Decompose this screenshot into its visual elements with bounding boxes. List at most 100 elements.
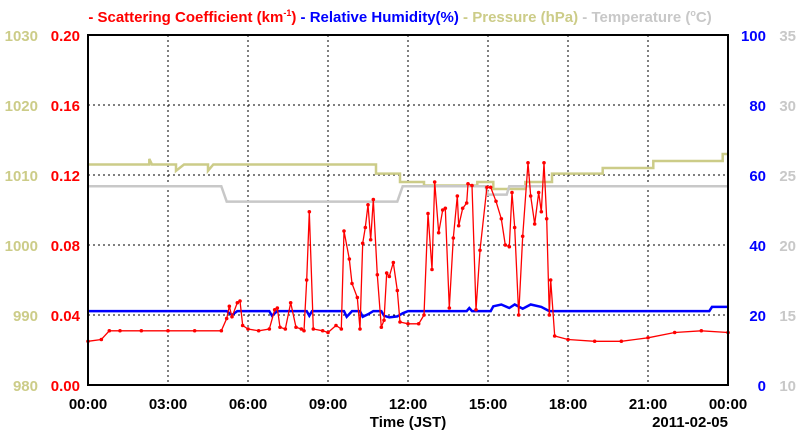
scattering-point <box>539 209 544 214</box>
scattering-point <box>507 244 512 249</box>
series-temperature <box>88 184 728 203</box>
scattering-point <box>288 300 293 305</box>
scattering-point <box>478 248 482 253</box>
scattering-point <box>360 241 365 246</box>
humidity-tick-label: 0 <box>758 378 766 395</box>
scattering-point <box>520 234 525 239</box>
series-scattering-coefficient <box>87 162 729 342</box>
legend: - Scattering Coefficient (km-1) - Relati… <box>88 8 711 26</box>
pressure-tick-label: 1010 <box>5 168 38 185</box>
scattering-point <box>384 271 389 275</box>
ticks: 00:00 03:00 06:00 09:00 12:00 15:00 18:00 21:00… <box>5 28 796 413</box>
scattering-point <box>246 327 250 331</box>
humidity-tick-label: 20 <box>749 308 766 325</box>
humidity-tick-label: 40 <box>749 238 766 255</box>
legend-entry: - Scattering Coefficient (km <box>88 9 283 26</box>
scattering-point <box>275 306 280 310</box>
x-tick-label: 15:00 <box>469 396 507 413</box>
scattering-tick-label: 0.04 <box>51 308 81 325</box>
scattering-point <box>238 299 242 303</box>
scattering-point <box>339 327 344 331</box>
scattering-tick-label: 0.16 <box>51 98 80 115</box>
series-layer <box>86 152 730 344</box>
scattering-point <box>355 295 360 300</box>
scattering-point <box>387 274 392 279</box>
scattering-point <box>371 197 376 202</box>
scattering-point <box>443 206 448 211</box>
scattering-point <box>227 304 232 309</box>
scattering-point <box>456 223 461 228</box>
temperature-tick-label: 15 <box>779 308 796 325</box>
scattering-point <box>455 194 460 198</box>
scattering-point <box>272 307 277 312</box>
humidity-tick-label: 80 <box>749 98 766 115</box>
scattering-point <box>326 330 330 335</box>
legend-text: - Scattering Coefficient (km-1) - Relati… <box>88 8 711 26</box>
scattering-point <box>302 328 306 333</box>
scattering-point <box>542 160 546 165</box>
scattering-point <box>219 328 224 333</box>
scattering-point <box>485 185 489 190</box>
x-tick-label: 00:00 <box>69 396 107 413</box>
scattering-point <box>166 328 170 333</box>
scattering-point <box>436 230 441 235</box>
scattering-point <box>451 236 456 240</box>
x-tick-label: 18:00 <box>549 396 587 413</box>
scattering-point <box>460 206 465 211</box>
scattering-point <box>440 208 445 212</box>
scattering-point <box>375 272 380 277</box>
scattering-point <box>347 257 352 261</box>
scattering-point <box>470 183 474 188</box>
grid <box>88 35 728 385</box>
legend-entry: - Pressure (hPa) <box>459 9 578 26</box>
scattering-point <box>230 314 234 319</box>
scattering-point <box>107 328 112 333</box>
temperature-tick-label: 35 <box>779 28 796 45</box>
scattering-point <box>307 209 312 214</box>
scattering-point <box>224 316 229 321</box>
scattering-point <box>358 327 362 331</box>
scattering-point <box>139 328 144 333</box>
x-tick-label: 00:00 <box>709 396 747 413</box>
scattering-point <box>592 339 597 344</box>
scattering-point <box>278 325 282 330</box>
humidity-tick-label: 100 <box>741 28 766 45</box>
scattering-point <box>532 222 537 226</box>
scattering-point <box>466 181 470 186</box>
pressure-tick-label: 1000 <box>5 238 38 255</box>
scattering-point <box>379 325 384 330</box>
scattering-point <box>447 306 452 310</box>
scattering-point <box>311 327 316 331</box>
scattering-point <box>494 199 498 204</box>
x-tick-label: 12:00 <box>389 396 427 413</box>
temperature-tick-label: 25 <box>779 168 796 185</box>
scattering-point <box>646 335 650 340</box>
scattering-tick-label: 0.20 <box>51 28 80 45</box>
scattering-point <box>544 216 549 221</box>
scattering-point <box>422 313 426 317</box>
scattering-point <box>619 339 624 344</box>
scattering-point <box>503 243 508 247</box>
scattering-point <box>118 328 122 333</box>
scattering-tick-label: 0.12 <box>51 168 80 185</box>
temperature-tick-label: 20 <box>779 238 796 255</box>
scattering-point <box>499 216 504 221</box>
scattering-point <box>398 320 402 324</box>
scattering-point <box>395 288 400 293</box>
x-axis-label: Time (JST) <box>370 414 446 431</box>
scattering-point <box>488 185 493 190</box>
scattering-point <box>240 323 245 328</box>
scattering-point <box>350 281 354 286</box>
scattering-tick-label: 0.00 <box>51 378 80 395</box>
scattering-point <box>368 237 373 242</box>
scattering-point <box>464 201 469 205</box>
pressure-tick-label: 990 <box>13 308 38 325</box>
scattering-point <box>536 190 541 195</box>
scattering-point <box>267 327 272 331</box>
scattering-tick-label: 0.08 <box>51 238 80 255</box>
pressure-tick-label: 980 <box>13 378 38 395</box>
scattering-point <box>334 323 338 328</box>
scattering-point <box>299 327 304 331</box>
scattering-point <box>320 328 325 333</box>
